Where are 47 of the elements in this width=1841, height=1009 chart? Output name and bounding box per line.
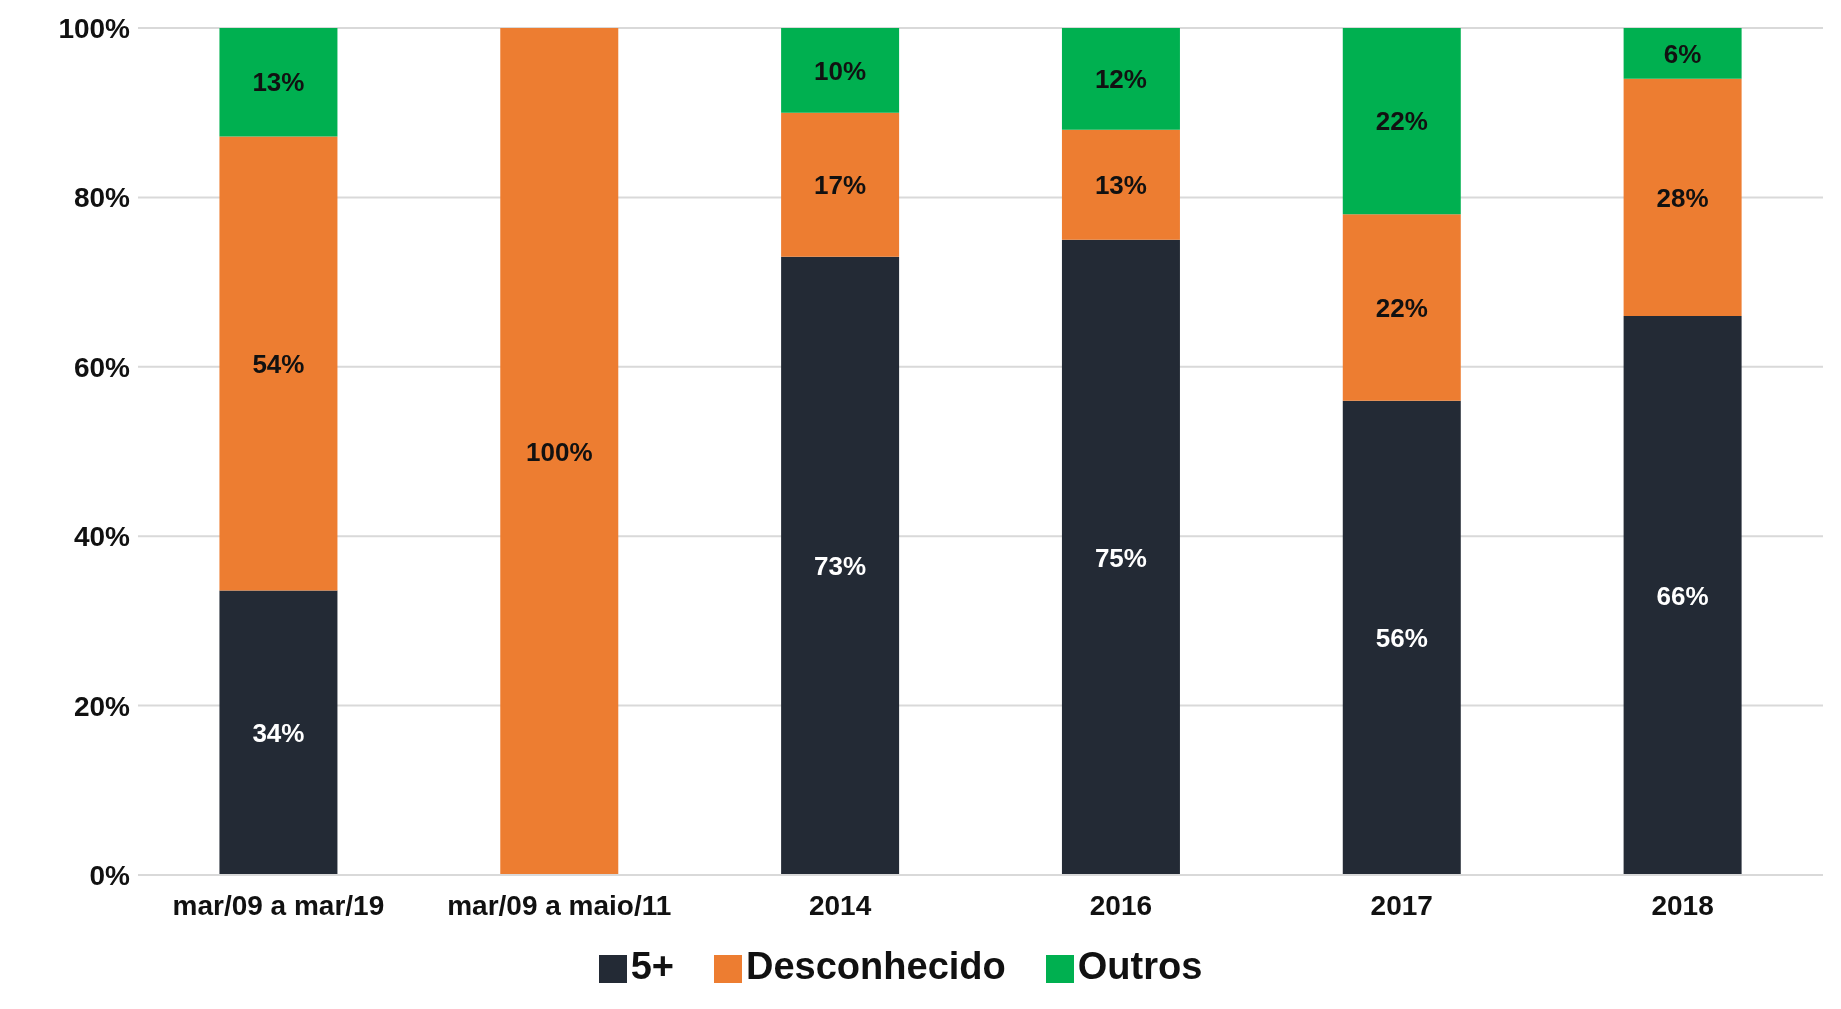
data-label: 28%: [1656, 182, 1709, 213]
data-label: 66%: [1656, 580, 1709, 611]
y-tick-label: 80%: [73, 182, 131, 214]
data-label: 13%: [252, 67, 305, 98]
bar: [781, 28, 900, 113]
legend-label: 5+: [630, 945, 675, 987]
bar: [1623, 28, 1742, 79]
x-tick-label: 2016: [1089, 889, 1153, 921]
y-tick-label: 60%: [73, 351, 131, 383]
data-label: 22%: [1375, 106, 1428, 137]
data-label: 100%: [526, 436, 593, 467]
bar: [1342, 214, 1461, 401]
bar: [1342, 28, 1461, 215]
bar: [219, 136, 338, 591]
x-tick-label: mar/09 a mar/19: [172, 889, 385, 921]
data-label: 6%: [1663, 38, 1702, 69]
bar: [1342, 400, 1461, 875]
y-tick-label: 20%: [73, 690, 131, 722]
x-tick-label: 2017: [1370, 889, 1433, 921]
y-tick-label: 0%: [89, 859, 131, 891]
data-label: 56%: [1375, 623, 1428, 654]
data-label: 12%: [1094, 64, 1147, 95]
x-tick-label: 2018: [1651, 889, 1714, 921]
bar: [500, 28, 619, 875]
y-tick-label: 40%: [73, 521, 131, 553]
legend-label: Outros: [1077, 945, 1203, 987]
bar: [781, 112, 900, 257]
data-label: 75%: [1094, 542, 1147, 573]
legend-label: Desconhecido: [746, 945, 1006, 987]
bar: [1061, 28, 1180, 130]
bar: [219, 28, 338, 137]
bar: [781, 256, 900, 875]
data-label: 54%: [252, 348, 305, 379]
data-label: 73%: [814, 551, 867, 582]
data-label: 22%: [1375, 292, 1428, 323]
bar: [1061, 239, 1180, 875]
bar: [1623, 78, 1742, 316]
bar: [1623, 315, 1742, 875]
bar: [1061, 129, 1180, 240]
data-label: 34%: [252, 717, 305, 748]
data-label: 17%: [814, 169, 867, 200]
bar: [219, 590, 338, 875]
data-label: 13%: [1094, 169, 1147, 200]
y-tick-label: 100%: [58, 12, 131, 44]
x-tick-label: mar/09 a maio/11: [447, 889, 672, 921]
x-tick-label: 2014: [808, 889, 872, 921]
data-label: 10%: [814, 55, 867, 86]
